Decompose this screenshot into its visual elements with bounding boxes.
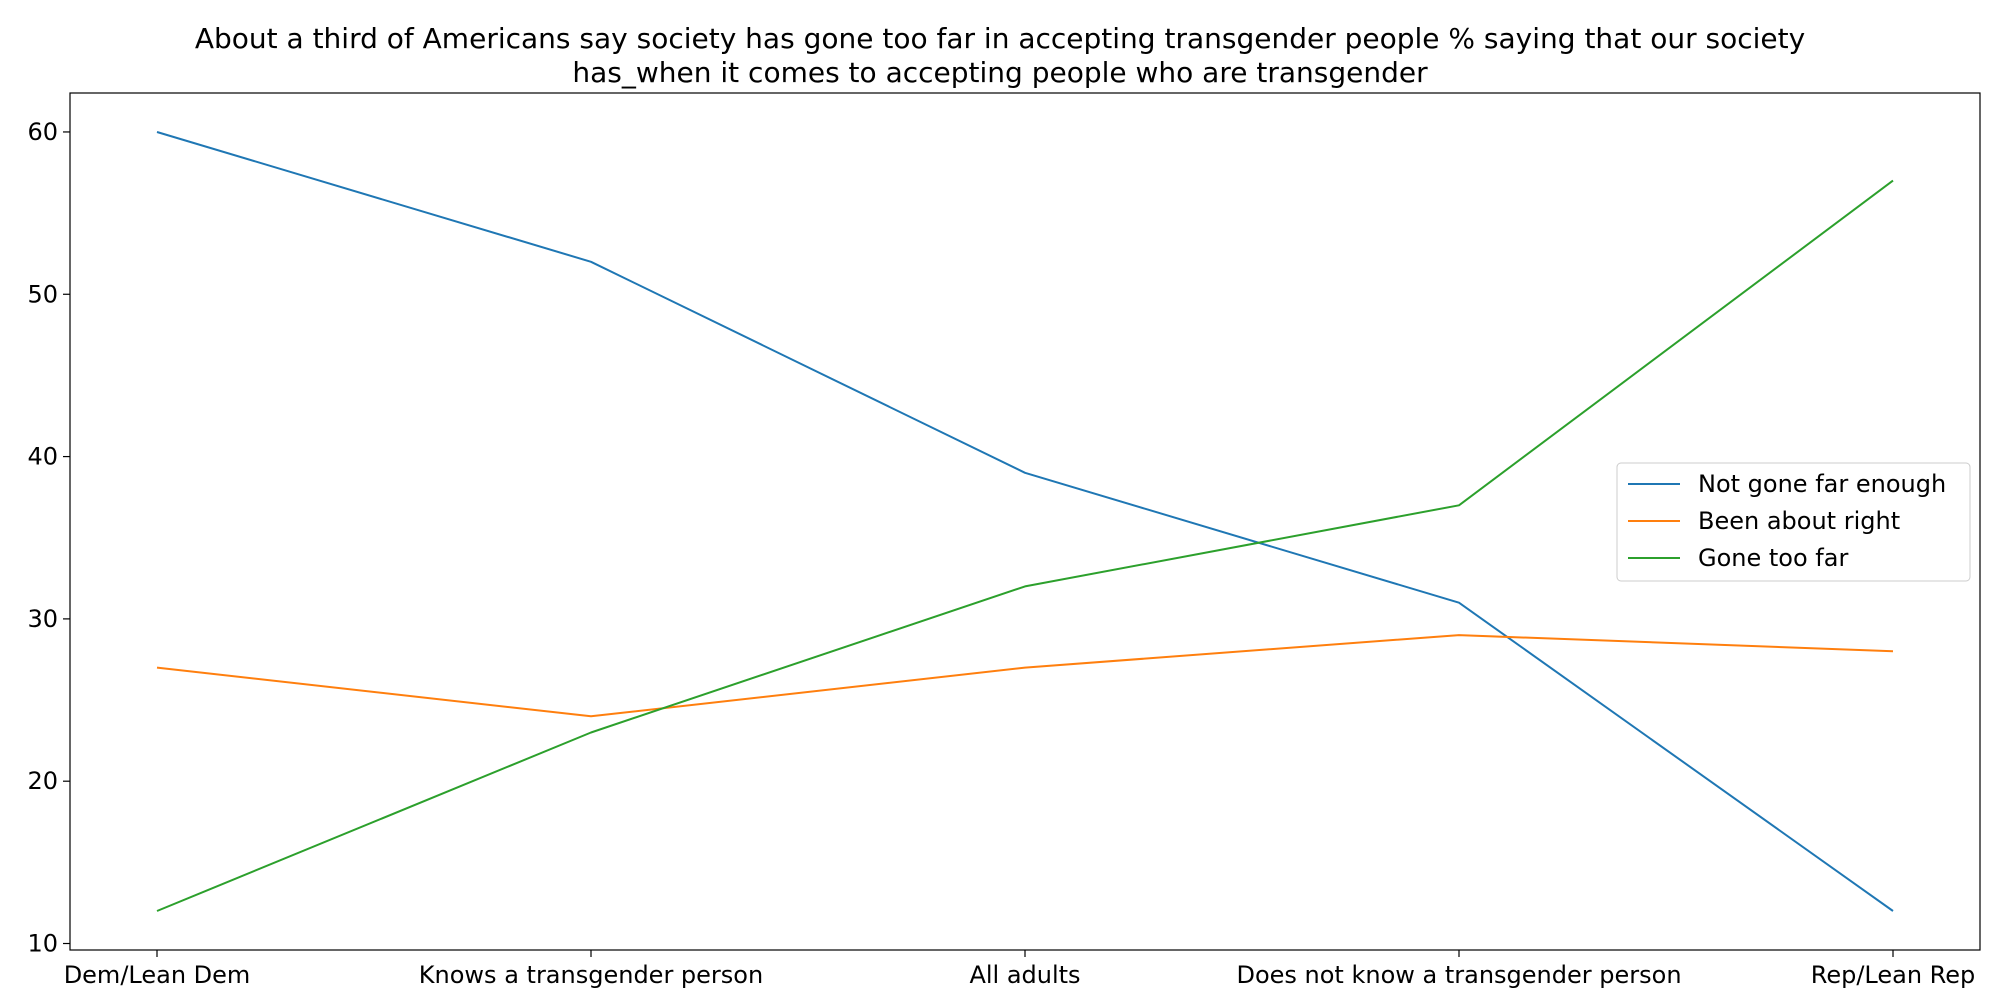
- x-axis: Dem/Lean Dem Knows a transgender person Al…: [64, 950, 1976, 989]
- y-tick-label: 50: [27, 280, 58, 308]
- x-tick-label: Dem/Lean Dem: [64, 961, 251, 989]
- y-tick-label: 40: [27, 443, 58, 471]
- series-line-2: [156, 179, 1894, 912]
- x-tick-label: All adults: [969, 961, 1080, 989]
- y-axis: 10 20 30 40 50 60: [27, 118, 70, 958]
- series-line-1: [156, 634, 1894, 718]
- x-tick-label: Does not know a transgender person: [1236, 961, 1681, 989]
- chart-title: About a third of Americans say society h…: [195, 22, 1805, 89]
- y-tick-label: 60: [27, 118, 58, 146]
- y-tick-label: 30: [27, 605, 58, 633]
- legend-label-2: Gone too far: [1698, 544, 1848, 572]
- chart-title-line-1: About a third of Americans say society h…: [195, 22, 1805, 55]
- y-tick-label: 10: [27, 930, 58, 958]
- series-line-0: [156, 131, 1894, 912]
- x-tick-label: Rep/Lean Rep: [1811, 961, 1976, 989]
- y-tick-label: 20: [27, 767, 58, 795]
- x-tick-label: Knows a transgender person: [419, 961, 763, 989]
- legend-frame: [1616, 462, 1971, 582]
- series-lines: [156, 131, 1894, 912]
- chart-title-line-2: has_when it comes to accepting people wh…: [572, 56, 1428, 89]
- legend: Not gone far enough Been about right Gone …: [1616, 462, 1971, 582]
- legend-label-1: Been about right: [1698, 507, 1900, 535]
- legend-label-0: Not gone far enough: [1698, 470, 1946, 498]
